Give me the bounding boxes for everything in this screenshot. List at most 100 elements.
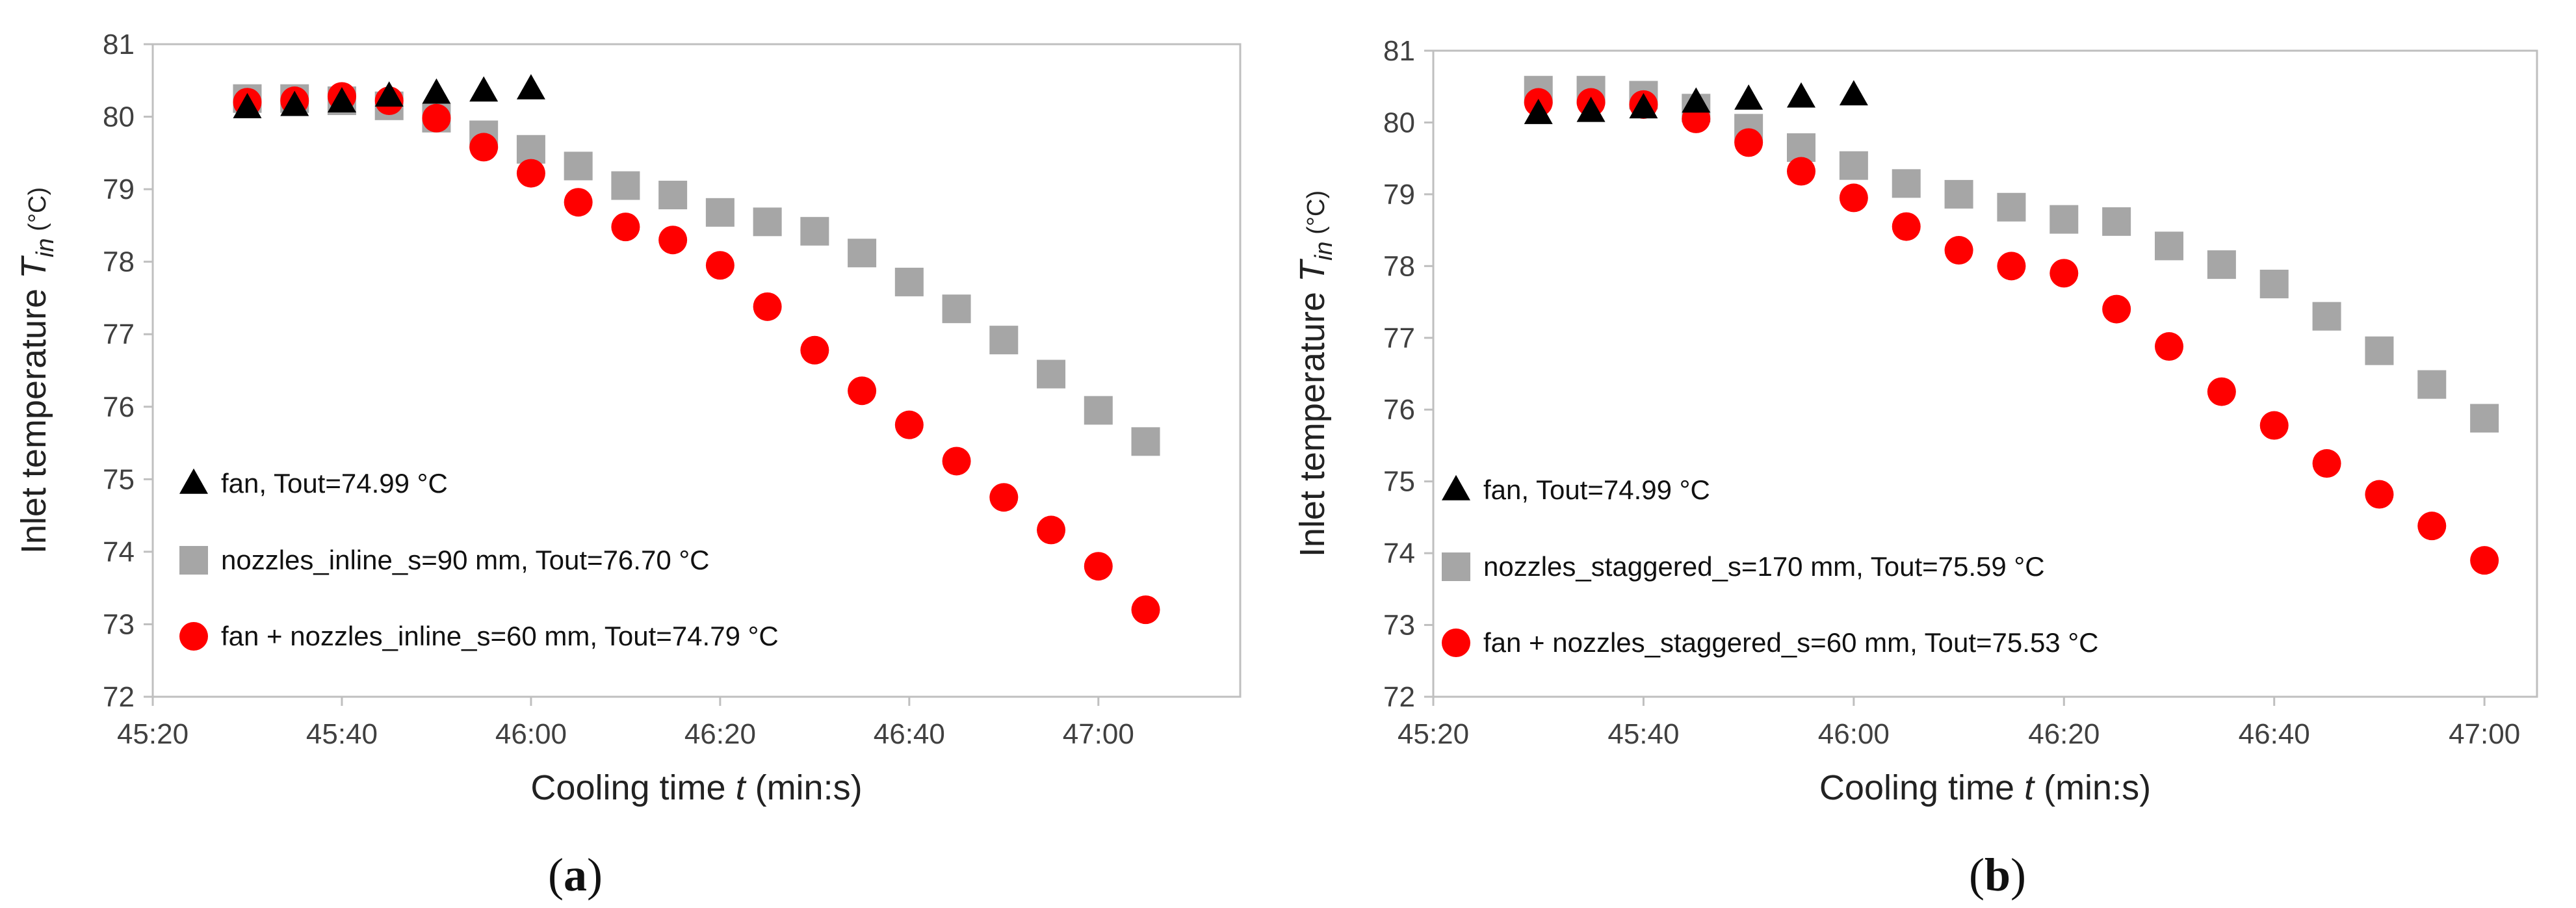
- x-axis-title-var: t: [2024, 768, 2035, 807]
- data-point-square: [989, 326, 1019, 355]
- data-point-circle: [942, 447, 971, 476]
- data-point-circle: [894, 410, 924, 439]
- panel-label: (b): [1969, 849, 2026, 901]
- legend-label: fan + nozzles_inline_s=60 mm, Tout=74.79…: [221, 621, 779, 651]
- x-tick-label: 46:40: [874, 718, 945, 750]
- data-point-circle: [2207, 377, 2236, 406]
- y-tick-label: 74: [103, 536, 135, 568]
- y-tick-label: 76: [1383, 394, 1415, 426]
- data-point-square: [753, 207, 782, 237]
- plot-area-frame: [151, 43, 1242, 698]
- data-point-square: [2102, 207, 2131, 236]
- y-axis-title-var: T: [1293, 258, 1332, 282]
- y-tick-label: 75: [103, 463, 135, 495]
- data-point-circle: [989, 483, 1019, 512]
- x-axis-title-unit: (min:s): [746, 768, 863, 807]
- y-axis-title-text: Inlet temperature: [1293, 282, 1332, 557]
- panel-label-close: ): [2010, 849, 2026, 901]
- x-tick-label: 47:00: [1063, 718, 1134, 750]
- data-point-circle: [2417, 512, 2447, 541]
- y-tick-label: 81: [1383, 35, 1415, 67]
- plot-area-frame: [1432, 49, 2538, 698]
- data-point-circle: [1734, 128, 1763, 157]
- x-tick-label: 46:20: [684, 718, 756, 750]
- y-axis-title-sub: in: [32, 238, 59, 257]
- data-point-circle: [469, 133, 499, 162]
- data-point-circle: [2365, 480, 2394, 509]
- chart-panel-a: 72 73 74 75 76 77 78 79 80 81 45:20 45:40 46:00 46:20…: [14, 29, 1242, 901]
- data-point-triangle: [233, 92, 262, 118]
- legend-label: fan + nozzles_staggered_s=60 mm, Tout=75…: [1483, 627, 2098, 658]
- data-point-circle: [1037, 515, 1066, 545]
- data-point-square: [2155, 231, 2183, 261]
- x-tick-label: 46:20: [2028, 718, 2100, 750]
- x-tick-label: 45:20: [117, 718, 189, 750]
- x-tick-label: 47:00: [2449, 718, 2520, 750]
- panel-label-open: (: [1969, 849, 1984, 901]
- data-point-circle: [753, 292, 782, 321]
- y-tick-label: 81: [103, 29, 135, 60]
- legend-label: nozzles_staggered_s=170 mm, Tout=75.59 °…: [1483, 551, 2045, 582]
- y-tick-label: 78: [103, 246, 135, 278]
- data-point-square: [2417, 370, 2447, 399]
- x-axis-title: Cooling time t (min:s): [1819, 768, 2151, 807]
- data-point-triangle: [1629, 93, 1658, 119]
- data-point-circle: [422, 103, 451, 133]
- data-point-circle: [2259, 411, 2289, 440]
- data-point-square: [564, 151, 593, 181]
- data-point-circle: [2102, 294, 2131, 324]
- legend-marker-square: [179, 546, 208, 575]
- data-point-square: [516, 135, 545, 164]
- panel-label-open: (: [548, 849, 564, 901]
- data-point-circle: [1131, 595, 1160, 625]
- data-point-triangle: [469, 76, 499, 102]
- data-point-square: [2049, 205, 2079, 234]
- y-tick-label: 72: [1383, 681, 1415, 713]
- x-axis-title: Cooling time t (min:s): [530, 768, 862, 807]
- y-tick-label: 72: [103, 681, 135, 713]
- data-point-triangle: [1787, 82, 1815, 108]
- data-point-circle: [1084, 552, 1113, 581]
- data-point-triangle: [422, 78, 451, 104]
- data-point-circle: [1892, 212, 1921, 241]
- data-point-circle: [1944, 236, 1973, 265]
- series-triangle: [1524, 80, 1868, 124]
- y-tick-label: 77: [103, 318, 135, 350]
- data-point-circle: [658, 226, 688, 255]
- y-axis-title-text: Inlet temperature: [14, 279, 53, 554]
- x-tick-label: 45:40: [306, 718, 378, 750]
- legend-marker-circle: [1442, 629, 1470, 657]
- data-point-circle: [2312, 449, 2341, 478]
- data-point-triangle: [1734, 84, 1763, 110]
- legend-label: fan, Tout=74.99 °C: [1483, 474, 1710, 505]
- x-axis-title-var: t: [736, 768, 747, 807]
- data-point-square: [942, 294, 971, 324]
- legend-marker-triangle: [1442, 474, 1470, 500]
- legend-label: fan, Tout=74.99 °C: [221, 468, 448, 499]
- chart-panel-b: 72 73 74 75 76 77 78 79 80 81 45:20 45:40 46:00 46:20…: [1293, 35, 2538, 901]
- panel-label-letter: b: [1984, 849, 2010, 901]
- data-point-triangle: [374, 81, 404, 107]
- x-axis-title-text: Cooling time: [530, 768, 735, 807]
- y-axis-title: Inlet temperature Tin (°C): [14, 187, 59, 554]
- legend-marker-circle: [179, 622, 208, 651]
- y-tick-label: 79: [103, 174, 135, 205]
- y-axis-title-sub: in: [1310, 241, 1338, 261]
- data-point-triangle: [280, 90, 309, 116]
- y-tick-label: 73: [1383, 610, 1415, 642]
- data-point-square: [1131, 427, 1160, 456]
- data-point-square: [1944, 179, 1973, 209]
- data-point-square: [848, 239, 877, 268]
- panel-label: (a): [548, 849, 603, 901]
- data-point-triangle: [1524, 99, 1553, 124]
- data-point-square: [2259, 269, 2289, 298]
- data-point-circle: [1787, 157, 1815, 186]
- data-point-square: [705, 198, 735, 227]
- y-axis-title: Inlet temperature Tin (°C): [1293, 190, 1338, 557]
- data-point-triangle: [327, 87, 356, 112]
- y-axis-title-unit: (°C): [1303, 190, 1330, 242]
- data-point-triangle: [516, 73, 545, 99]
- data-point-circle: [848, 376, 877, 406]
- y-tick-label: 79: [1383, 179, 1415, 211]
- data-point-square: [611, 171, 640, 200]
